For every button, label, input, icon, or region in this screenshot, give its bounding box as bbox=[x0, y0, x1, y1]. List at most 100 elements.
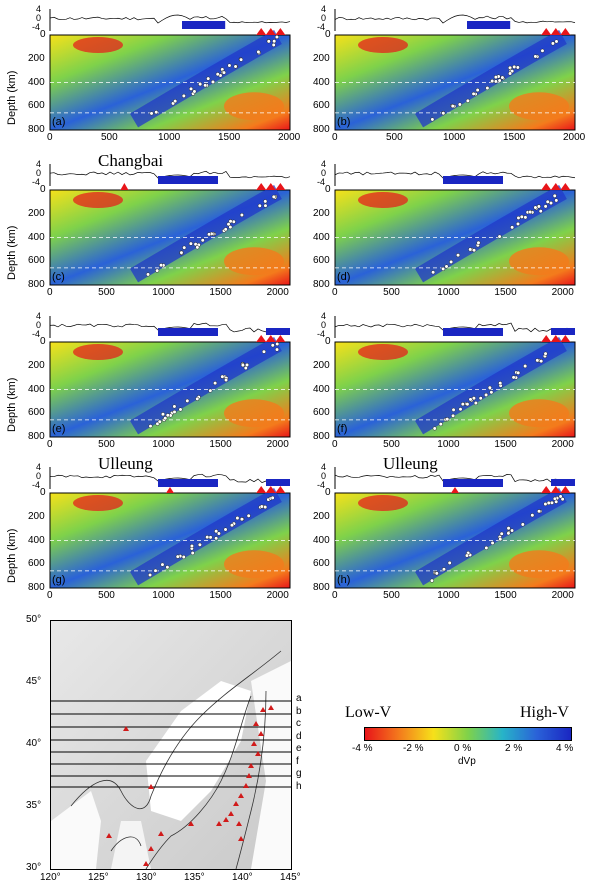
distance-tick: 1500 bbox=[503, 132, 526, 143]
distance-tick: 0 bbox=[332, 439, 338, 450]
distance-tick: 0 bbox=[47, 439, 53, 450]
depth-tick: 400 bbox=[313, 76, 330, 88]
distance-tick: 2000 bbox=[563, 132, 586, 143]
topo-tick: 4 bbox=[321, 159, 327, 169]
distance-tick: 0 bbox=[47, 590, 53, 601]
distance-tick: 500 bbox=[101, 132, 118, 143]
depth-tick: 0 bbox=[325, 487, 331, 498]
panel-label: (g) bbox=[52, 574, 66, 586]
depth-tick: 600 bbox=[28, 255, 45, 267]
panel-label: (f) bbox=[337, 423, 348, 435]
latitude-tick: 30° bbox=[26, 862, 42, 873]
colorbar-tick: -2 % bbox=[403, 743, 424, 754]
distance-tick: 500 bbox=[98, 287, 115, 298]
longitude-tick: 130° bbox=[136, 872, 157, 883]
map-relief bbox=[51, 621, 291, 869]
topo-tick: 0 bbox=[36, 13, 42, 23]
distance-tick: 1500 bbox=[218, 132, 241, 143]
section-panel-f: 4 0 -4 0 200 400 600 800 0 500 1000 1500 2000 (f) bbox=[290, 312, 585, 462]
distance-tick: 2000 bbox=[266, 590, 289, 601]
depth-tick: 400 bbox=[28, 76, 45, 88]
topo-tick: 0 bbox=[36, 168, 42, 178]
topo-tick: 4 bbox=[36, 311, 42, 321]
section-panel-g: 4 0 -4 0 200 400 600 800 0 500 1000 1500 2000 (g) Dept… bbox=[5, 463, 300, 613]
distance-tick: 1000 bbox=[443, 132, 466, 143]
depth-tick: 800 bbox=[28, 582, 45, 593]
depth-tick: 400 bbox=[313, 231, 330, 243]
distance-tick: 1500 bbox=[494, 590, 517, 601]
depth-tick: 400 bbox=[313, 383, 330, 395]
depth-tick: 200 bbox=[313, 207, 330, 219]
distance-tick: 1500 bbox=[494, 439, 517, 450]
distance-tick: 1500 bbox=[209, 439, 232, 450]
depth-tick: 400 bbox=[28, 231, 45, 243]
topo-tick: 0 bbox=[321, 471, 327, 481]
depth-tick: 600 bbox=[313, 255, 330, 267]
distance-tick: 2000 bbox=[266, 439, 289, 450]
colorbar-tick: 4 % bbox=[556, 743, 574, 754]
topo-tick: -4 bbox=[317, 177, 326, 187]
site-label: Ulleung bbox=[383, 454, 438, 473]
distance-tick: 500 bbox=[386, 132, 403, 143]
distance-tick: 500 bbox=[98, 590, 115, 601]
depth-axis-label: Depth (km) bbox=[6, 70, 18, 125]
site-label: Ulleung bbox=[98, 454, 153, 473]
topo-tick: 4 bbox=[36, 4, 42, 14]
topo-tick: 4 bbox=[36, 159, 42, 169]
profile-label: h bbox=[296, 780, 302, 792]
section-panel-e: 4 0 -4 0 200 400 600 800 0 500 1000 1500 2000 (e) Dept… bbox=[5, 312, 300, 462]
panel-label: (c) bbox=[52, 271, 65, 283]
colorbar-tick: -4 % bbox=[352, 743, 373, 754]
distance-tick: 1000 bbox=[437, 439, 460, 450]
profile-label: e bbox=[296, 743, 302, 754]
distance-tick: 1500 bbox=[494, 287, 517, 298]
volcano-markers bbox=[106, 705, 274, 866]
colorbar bbox=[364, 727, 572, 741]
topo-tick: -4 bbox=[32, 480, 41, 490]
depth-tick: 0 bbox=[40, 336, 46, 347]
depth-tick: 200 bbox=[313, 359, 330, 371]
topo-tick: 4 bbox=[36, 462, 42, 472]
depth-tick: 0 bbox=[325, 184, 331, 195]
distance-tick: 1000 bbox=[437, 590, 460, 601]
depth-axis-label: Depth (km) bbox=[6, 377, 18, 432]
topo-tick: -4 bbox=[317, 329, 326, 339]
topo-tick: 0 bbox=[321, 320, 327, 330]
depth-tick: 400 bbox=[313, 534, 330, 546]
topo-tick: 4 bbox=[321, 462, 327, 472]
colorbar-tick: 0 % bbox=[454, 743, 472, 754]
topo-tick: -4 bbox=[32, 22, 41, 32]
distance-tick: 500 bbox=[98, 439, 115, 450]
distance-tick: 500 bbox=[383, 590, 400, 601]
topo-tick: 0 bbox=[36, 320, 42, 330]
colorbar-tick: 2 % bbox=[505, 743, 523, 754]
profile-label: c bbox=[296, 718, 301, 729]
distance-tick: 2000 bbox=[278, 132, 301, 143]
depth-tick: 600 bbox=[28, 100, 45, 112]
topo-tick: 0 bbox=[36, 471, 42, 481]
panel-label: (b) bbox=[337, 116, 351, 128]
longitude-tick: 125° bbox=[88, 872, 109, 883]
panel-label: (a) bbox=[52, 116, 66, 128]
depth-tick: 800 bbox=[313, 431, 330, 442]
depth-tick: 800 bbox=[28, 124, 45, 135]
distance-tick: 2000 bbox=[551, 590, 574, 601]
site-label: Changbai bbox=[98, 151, 164, 170]
depth-tick: 600 bbox=[313, 558, 330, 570]
section-panel-a: 4 0 -4 0 200 400 600 800 0 500 1000 1500 2000 (a) Dept… bbox=[5, 5, 300, 155]
depth-axis-label: Depth (km) bbox=[6, 225, 18, 280]
distance-tick: 0 bbox=[332, 590, 338, 601]
depth-tick: 600 bbox=[313, 407, 330, 419]
depth-tick: 200 bbox=[313, 510, 330, 522]
distance-tick: 0 bbox=[332, 132, 338, 143]
latitude-tick: 45° bbox=[26, 676, 42, 687]
section-panel-d: 4 0 -4 0 200 400 600 800 0 500 1000 1500 2000 (d) bbox=[290, 160, 585, 310]
depth-tick: 400 bbox=[28, 534, 45, 546]
distance-tick: 1000 bbox=[152, 287, 175, 298]
topo-tick: 0 bbox=[321, 168, 327, 178]
distance-tick: 0 bbox=[47, 287, 53, 298]
depth-tick: 800 bbox=[28, 431, 45, 442]
depth-tick: 0 bbox=[40, 487, 46, 498]
profile-label: b bbox=[296, 705, 302, 717]
legend-high-label: High-V bbox=[520, 704, 569, 721]
